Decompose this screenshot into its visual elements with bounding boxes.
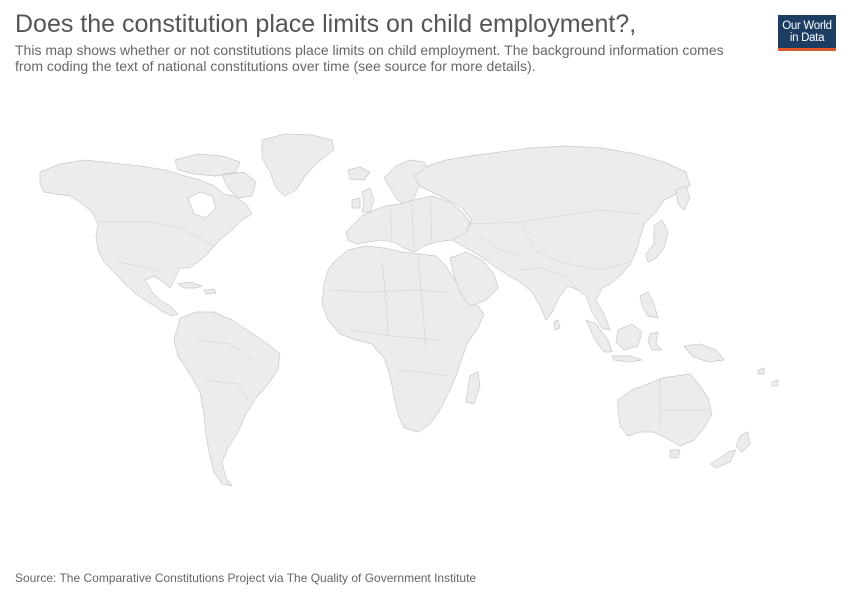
- map-border-europe-a: [389, 207, 393, 241]
- map-region-new-guinea[interactable]: [683, 343, 725, 363]
- map-border-africa-e: [417, 255, 427, 351]
- map-region-arabia[interactable]: [449, 251, 499, 307]
- map-border-south-america-b: [203, 379, 249, 401]
- map-region-kamchatka[interactable]: [675, 185, 691, 211]
- map-border-europe-b: [411, 203, 415, 249]
- map-border-china: [519, 221, 631, 271]
- map-region-fiji[interactable]: [771, 379, 779, 387]
- map-region-south-america[interactable]: [173, 311, 281, 487]
- chart-title: Does the constitution place limits on ch…: [15, 10, 637, 38]
- logo-line-2: in Data: [789, 31, 825, 44]
- map-region-baffin-island[interactable]: [221, 171, 257, 199]
- map-border-africa-a: [329, 289, 451, 293]
- map-border-india: [519, 267, 579, 291]
- map-region-philippines[interactable]: [639, 291, 659, 319]
- map-region-asia[interactable]: [413, 145, 691, 331]
- map-region-pacific-islands[interactable]: [757, 367, 765, 375]
- map-border-us-mexico: [115, 261, 161, 273]
- map-region-africa[interactable]: [321, 245, 485, 433]
- map-region-madagascar[interactable]: [465, 371, 481, 405]
- logo-line-1: Our World: [782, 19, 832, 32]
- map-region-japan[interactable]: [645, 219, 669, 263]
- map-region-greenland[interactable]: [261, 133, 335, 197]
- map-border-russia: [469, 209, 641, 225]
- map-hudson-bay: [187, 191, 217, 219]
- map-region-sumatra[interactable]: [585, 319, 613, 353]
- map-region-new-zealand-south[interactable]: [709, 449, 737, 469]
- map-border-africa-d: [381, 259, 389, 337]
- map-region-arctic-islands[interactable]: [174, 153, 241, 177]
- chart-subtitle: This map shows whether or not constituti…: [15, 42, 724, 74]
- map-region-sri-lanka[interactable]: [553, 319, 561, 331]
- world-map: [39, 133, 779, 487]
- map-region-ireland[interactable]: [351, 197, 361, 209]
- map-region-great-britain[interactable]: [361, 187, 375, 213]
- map-region-iceland[interactable]: [347, 166, 371, 181]
- map-region-sulawesi[interactable]: [647, 331, 663, 351]
- source-note: Source: The Comparative Constitutions Pr…: [15, 571, 477, 585]
- map-border-us-canada: [100, 221, 215, 247]
- map-border-africa-c: [395, 369, 449, 377]
- map-region-tasmania[interactable]: [669, 449, 681, 459]
- map-region-new-zealand[interactable]: [735, 431, 751, 453]
- map-region-cuba[interactable]: [177, 281, 203, 289]
- map-border-central-asia: [479, 235, 521, 257]
- map-region-borneo[interactable]: [615, 323, 643, 351]
- owid-logo[interactable]: Our World in Data: [778, 15, 836, 51]
- map-border-south-america-a: [195, 339, 257, 363]
- map-region-hispaniola[interactable]: [203, 288, 217, 295]
- map-region-north-america[interactable]: [39, 159, 253, 317]
- map-border-europe-c: [429, 197, 433, 243]
- map-border-africa-b: [349, 329, 441, 341]
- map-region-java[interactable]: [611, 355, 643, 363]
